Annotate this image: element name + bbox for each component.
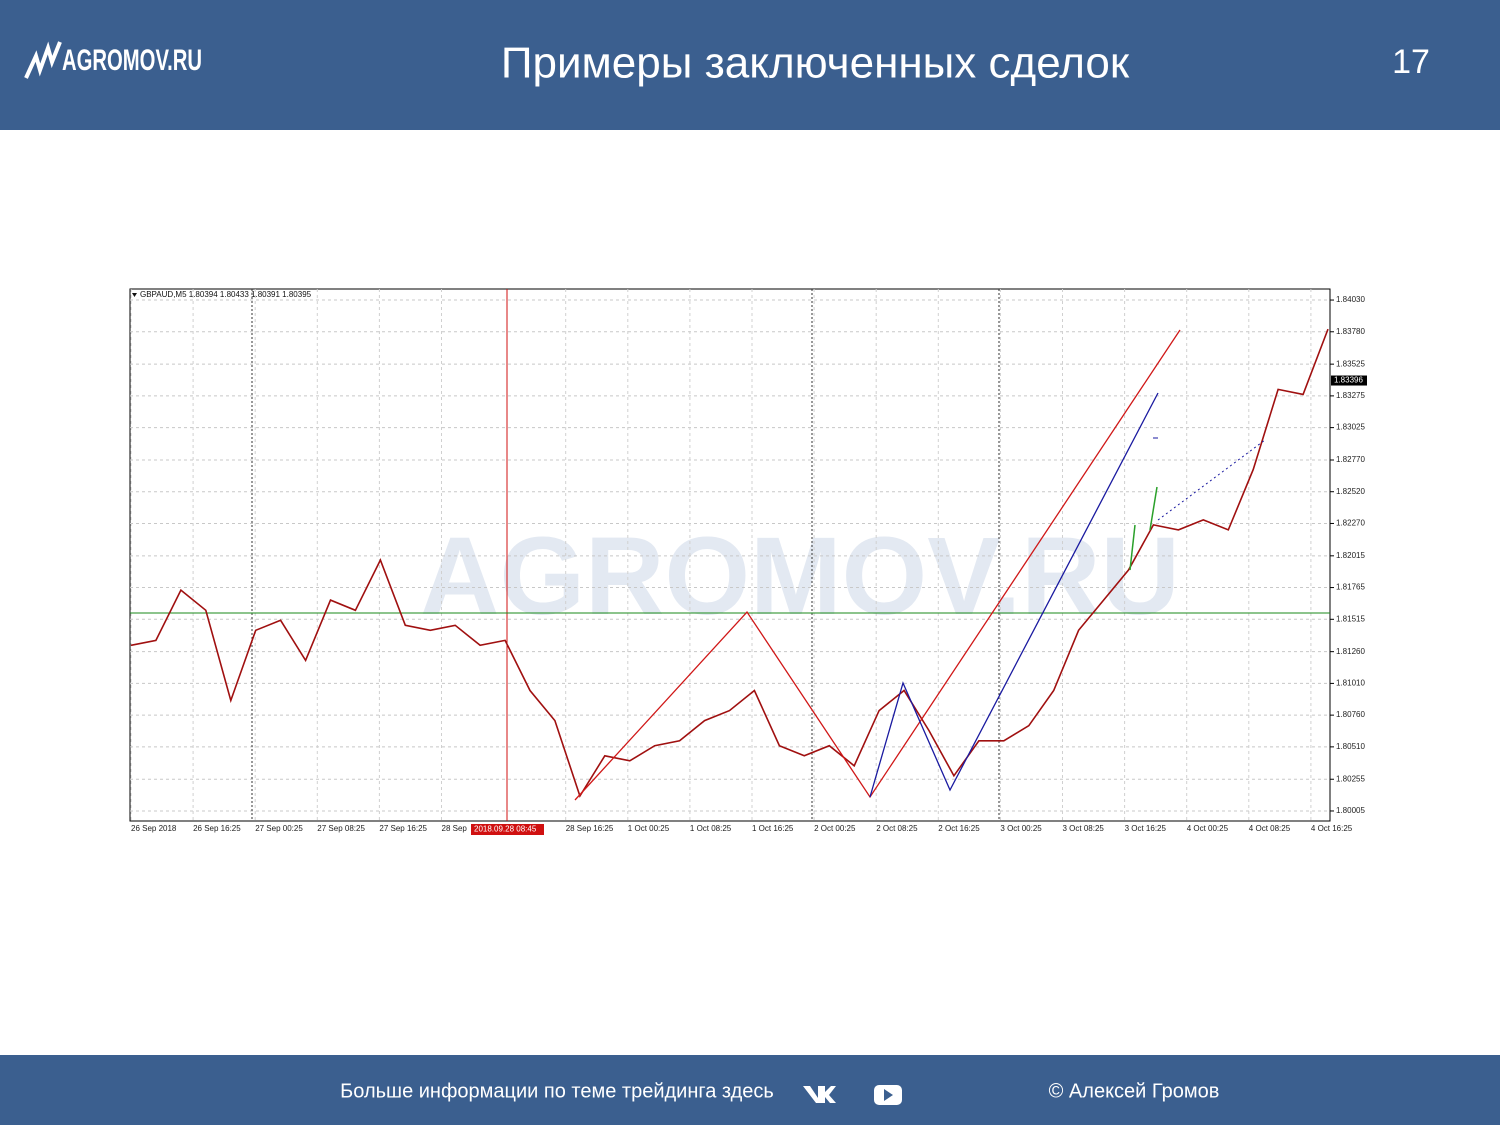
y-tick-label: 1.80510	[1336, 742, 1365, 751]
logo-icon	[24, 41, 62, 79]
legend-arrow	[132, 293, 137, 297]
dotted-trend	[1157, 439, 1266, 521]
x-tick-label: 4 Oct 08:25	[1249, 824, 1291, 833]
plot-frame	[129, 288, 1331, 822]
x-tick-label: 26 Sep 16:25	[193, 824, 241, 833]
x-tick-label: 28 Sep 16:25	[566, 824, 614, 833]
vk-icon[interactable]	[803, 1086, 836, 1103]
x-tick-label: 4 Oct 00:25	[1187, 824, 1229, 833]
x-tick-label: 27 Sep 16:25	[379, 824, 427, 833]
y-tick-label: 1.83780	[1336, 327, 1365, 336]
x-tick-label: 3 Oct 00:25	[1000, 824, 1042, 833]
y-tick-label: 1.81515	[1336, 614, 1365, 623]
price-line	[130, 328, 1329, 798]
x-tick-label: 26 Sep 2018	[131, 824, 177, 833]
x-tick-label: 2 Oct 08:25	[876, 824, 918, 833]
y-tick-label: 1.80255	[1336, 774, 1365, 783]
x-tick-label: 27 Sep 08:25	[317, 824, 365, 833]
cursor-time-label: 2018.09.28 08:45	[474, 825, 537, 834]
vk-logo[interactable]	[803, 1086, 836, 1103]
current-price-box	[1331, 375, 1367, 386]
y-tick-label: 1.81010	[1336, 679, 1365, 688]
youtube-play[interactable]	[884, 1089, 893, 1101]
y-tick-label: 1.81765	[1336, 583, 1365, 592]
footer-text: Больше информации по теме трейдинга здес…	[340, 1080, 774, 1102]
footer-bar	[0, 1055, 1500, 1125]
x-tick-label: 27 Sep 00:25	[255, 824, 303, 833]
logo[interactable]: AGROMOV.RU	[62, 44, 202, 77]
x-tick-label: 2 Oct 00:25	[814, 824, 856, 833]
y-tick-label: 1.82270	[1336, 519, 1365, 528]
green-mark	[1149, 486, 1158, 531]
x-tick-label: 1 Oct 16:25	[752, 824, 794, 833]
x-tick-label: 28 Sep	[442, 824, 468, 833]
y-tick-label: 1.84030	[1336, 295, 1365, 304]
x-tick-label: 1 Oct 08:25	[690, 824, 732, 833]
x-tick-label: 2 Oct 16:25	[938, 824, 980, 833]
x-tick-label: 3 Oct 16:25	[1125, 824, 1167, 833]
y-tick-label: 1.83525	[1336, 359, 1365, 368]
chart-legend: GBPAUD,M5 1.80394 1.80433 1.80391 1.8039…	[140, 290, 312, 299]
trend-pattern-blue	[869, 392, 1159, 798]
page-number: 17	[1392, 43, 1430, 81]
y-tick-label: 1.82520	[1336, 487, 1365, 496]
y-tick-label: 1.82015	[1336, 551, 1365, 560]
header-bar	[0, 0, 1500, 130]
x-tick-label: 3 Oct 08:25	[1063, 824, 1105, 833]
y-tick-label: 1.83025	[1336, 423, 1365, 432]
trend-pattern-red	[574, 329, 1181, 801]
y-tick-label: 1.80760	[1336, 710, 1365, 719]
green-mark	[1129, 524, 1136, 571]
slide-title: Примеры заключенных сделок	[501, 39, 1130, 88]
current-price-label: 1.83396	[1334, 376, 1363, 385]
y-tick-label: 1.82770	[1336, 455, 1365, 464]
y-tick-label: 1.83275	[1336, 391, 1365, 400]
x-tick-label: 1 Oct 00:25	[628, 824, 670, 833]
chart: AGROMOV.RU GBPAUD,M5 1.80394 1.80433 1.8…	[129, 288, 1367, 835]
copyright: © Алексей Громов	[1049, 1080, 1220, 1102]
cursor-time-box	[471, 824, 544, 835]
youtube-icon[interactable]	[874, 1085, 902, 1105]
watermark: AGROMOV.RU	[420, 515, 1180, 638]
y-tick-label: 1.81260	[1336, 647, 1365, 656]
y-tick-label: 1.80005	[1336, 806, 1365, 815]
x-tick-label: 4 Oct 16:25	[1311, 824, 1353, 833]
